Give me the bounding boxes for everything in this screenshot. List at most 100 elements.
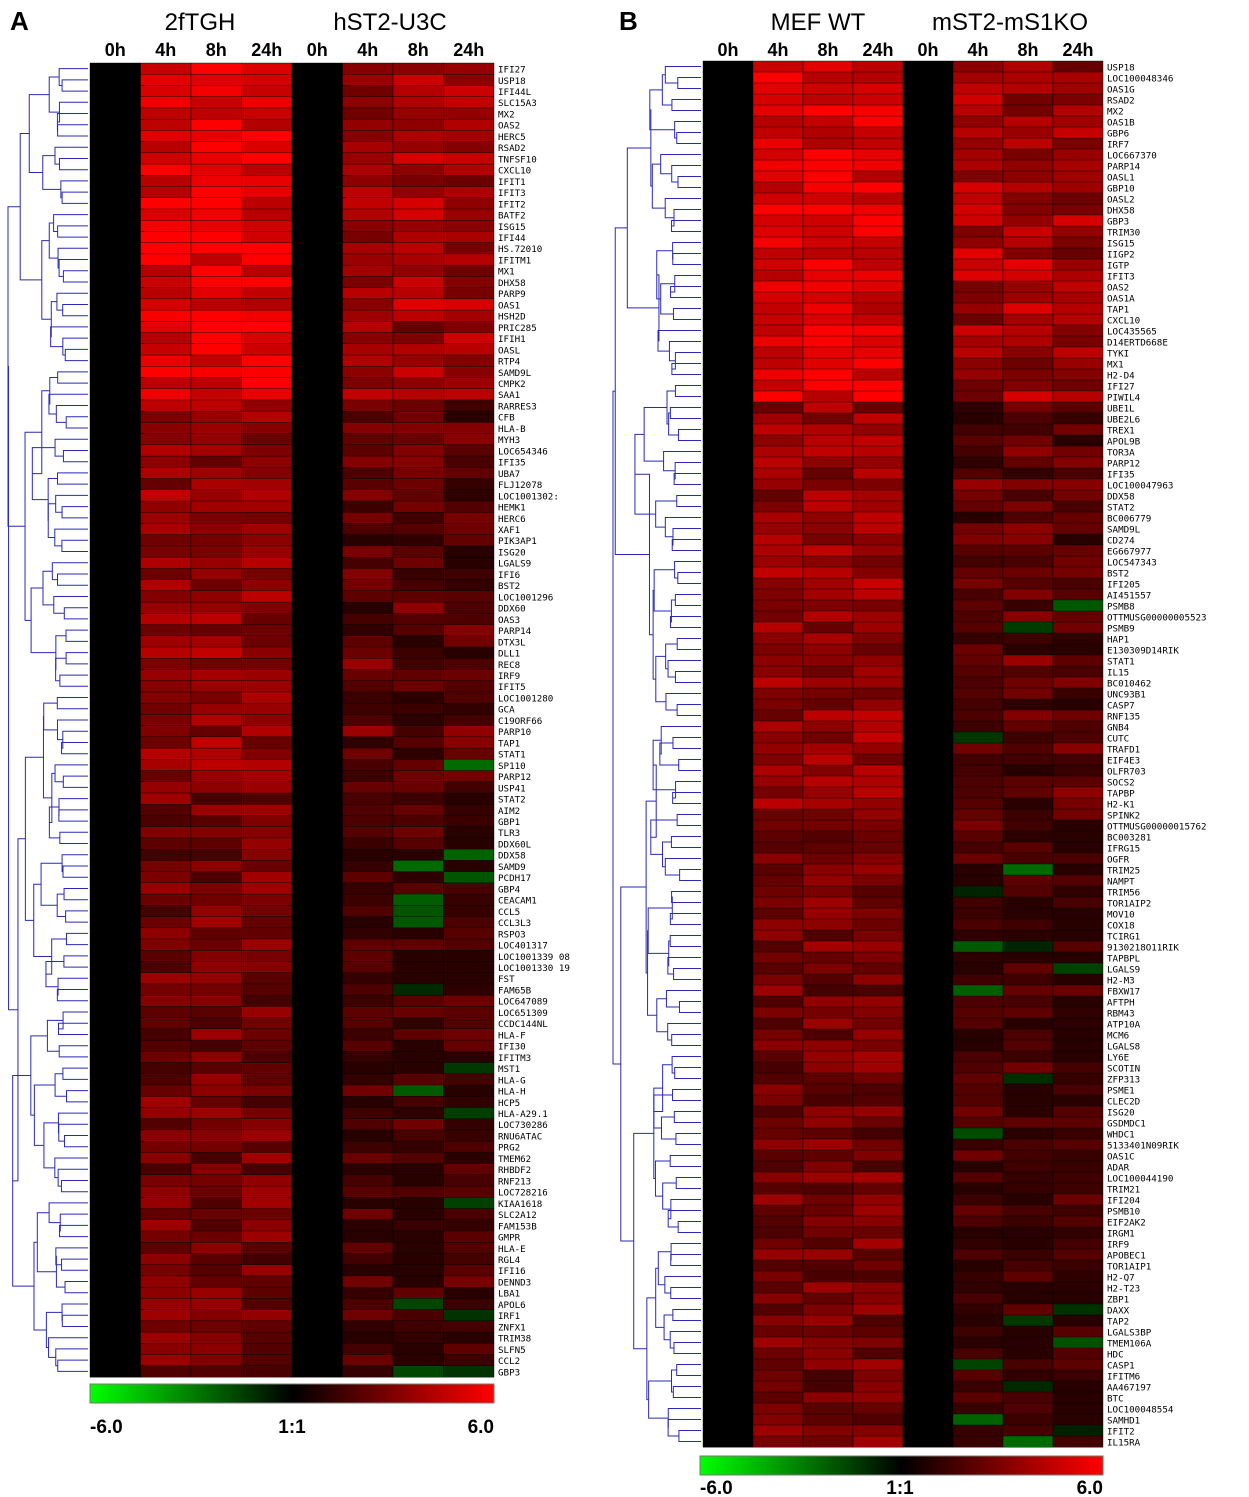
heatmap-cell [852,390,904,403]
gene-label: TOR3A [1107,447,1135,458]
heatmap-cell [852,1259,904,1272]
gene-label: OASL2 [1107,194,1135,205]
heatmap-cell [392,994,444,1007]
gene-label: OAS1B [1107,117,1135,128]
heatmap-cell [702,115,754,128]
heatmap-cell [392,534,444,547]
heatmap-cell [1052,830,1104,843]
heatmap-cell [902,1248,954,1261]
gene-label: TRIM25 [1107,865,1140,876]
heatmap-cell [241,736,293,749]
heatmap-cell [752,489,804,502]
heatmap-cell [89,118,141,131]
heatmap-cell [241,444,293,457]
heatmap-cell [140,231,192,244]
heatmap-cell [392,590,444,603]
heatmap-cell [752,126,804,139]
heatmap-cell [702,60,754,73]
heatmap-cell [89,433,141,446]
heatmap-cell [852,379,904,392]
heatmap-cell [702,1094,754,1107]
gene-label: CXCL10 [1107,315,1140,326]
heatmap-cell [1052,1149,1104,1162]
heatmap-cell [802,522,854,535]
heatmap-cell [902,247,954,260]
heatmap-cell [702,346,754,359]
heatmap-cell [291,568,343,581]
gene-label: LOC1001339 08 [498,952,570,963]
heatmap-cell [952,599,1004,612]
heatmap-cell [952,214,1004,227]
heatmap-cell [443,388,495,401]
heatmap-cell [752,1039,804,1052]
heatmap-cell [1002,995,1054,1008]
heatmap-cell [241,1354,293,1367]
heatmap-cell [89,994,141,1007]
heatmap-cell [140,725,192,738]
heatmap-cell [1052,126,1104,139]
heatmap-cell [852,830,904,843]
heatmap-cell [342,118,394,131]
heatmap-cell [342,1309,394,1322]
heatmap-cell [702,390,754,403]
heatmap-cell [1002,599,1054,612]
heatmap-cell [702,1127,754,1140]
heatmap-cell [190,860,242,873]
heatmap-cell [802,357,854,370]
heatmap-cell [443,725,495,738]
heatmap-cell [342,1208,394,1221]
heatmap-cell [241,388,293,401]
heatmap-cell [392,399,444,412]
heatmap-cell [342,377,394,390]
gene-label: IFIT3 [1107,271,1135,282]
heatmap-cell [342,1253,394,1266]
heatmap-cell [190,253,242,266]
heatmap-cell [1002,192,1054,205]
heatmap-cell [952,148,1004,161]
heatmap-cell [241,792,293,805]
heatmap-cell [89,815,141,828]
heatmap-cell [752,599,804,612]
heatmap-cell [392,1320,444,1333]
heatmap-cell [1052,929,1104,942]
heatmap-cell [902,621,954,634]
heatmap-cell [702,1006,754,1019]
heatmap-cell [1002,907,1054,920]
heatmap-cell [392,770,444,783]
heatmap-cell [342,882,394,895]
heatmap-cell [752,280,804,293]
heatmap-cell [140,107,192,120]
heatmap-cell [852,434,904,447]
gene-label: IFI35 [498,458,526,469]
heatmap-cell [852,1105,904,1118]
heatmap-cell [190,1096,242,1108]
heatmap-cell [140,1320,192,1333]
heatmap-cell [952,852,1004,865]
heatmap-cell [702,489,754,502]
heatmap-cell [852,1006,904,1019]
heatmap-cell [190,1365,242,1378]
heatmap-cell [291,916,343,929]
heatmap-cell [1002,1314,1054,1327]
heatmap-cell [852,918,904,931]
heatmap-cell [952,1402,1004,1415]
gene-label: USP41 [498,783,526,794]
heatmap-cell [140,489,192,502]
gene-label: HEMK1 [498,503,526,514]
heatmap-cell [342,1039,394,1052]
heatmap-cell [392,523,444,536]
heatmap-cell [1002,203,1054,216]
heatmap-cell [140,1084,192,1097]
heatmap-cell [443,276,495,289]
heatmap-cell [852,225,904,238]
gene-label: HAP1 [1107,634,1129,645]
heatmap-cell [190,938,242,951]
heatmap-cell [342,332,394,345]
gene-label: GCA [498,705,515,716]
heatmap-cell [902,720,954,733]
heatmap-cell [752,335,804,348]
heatmap-cell [89,422,141,435]
heatmap-cell [1052,390,1104,403]
heatmap-cell [190,680,242,693]
heatmap-cell [392,1354,444,1367]
